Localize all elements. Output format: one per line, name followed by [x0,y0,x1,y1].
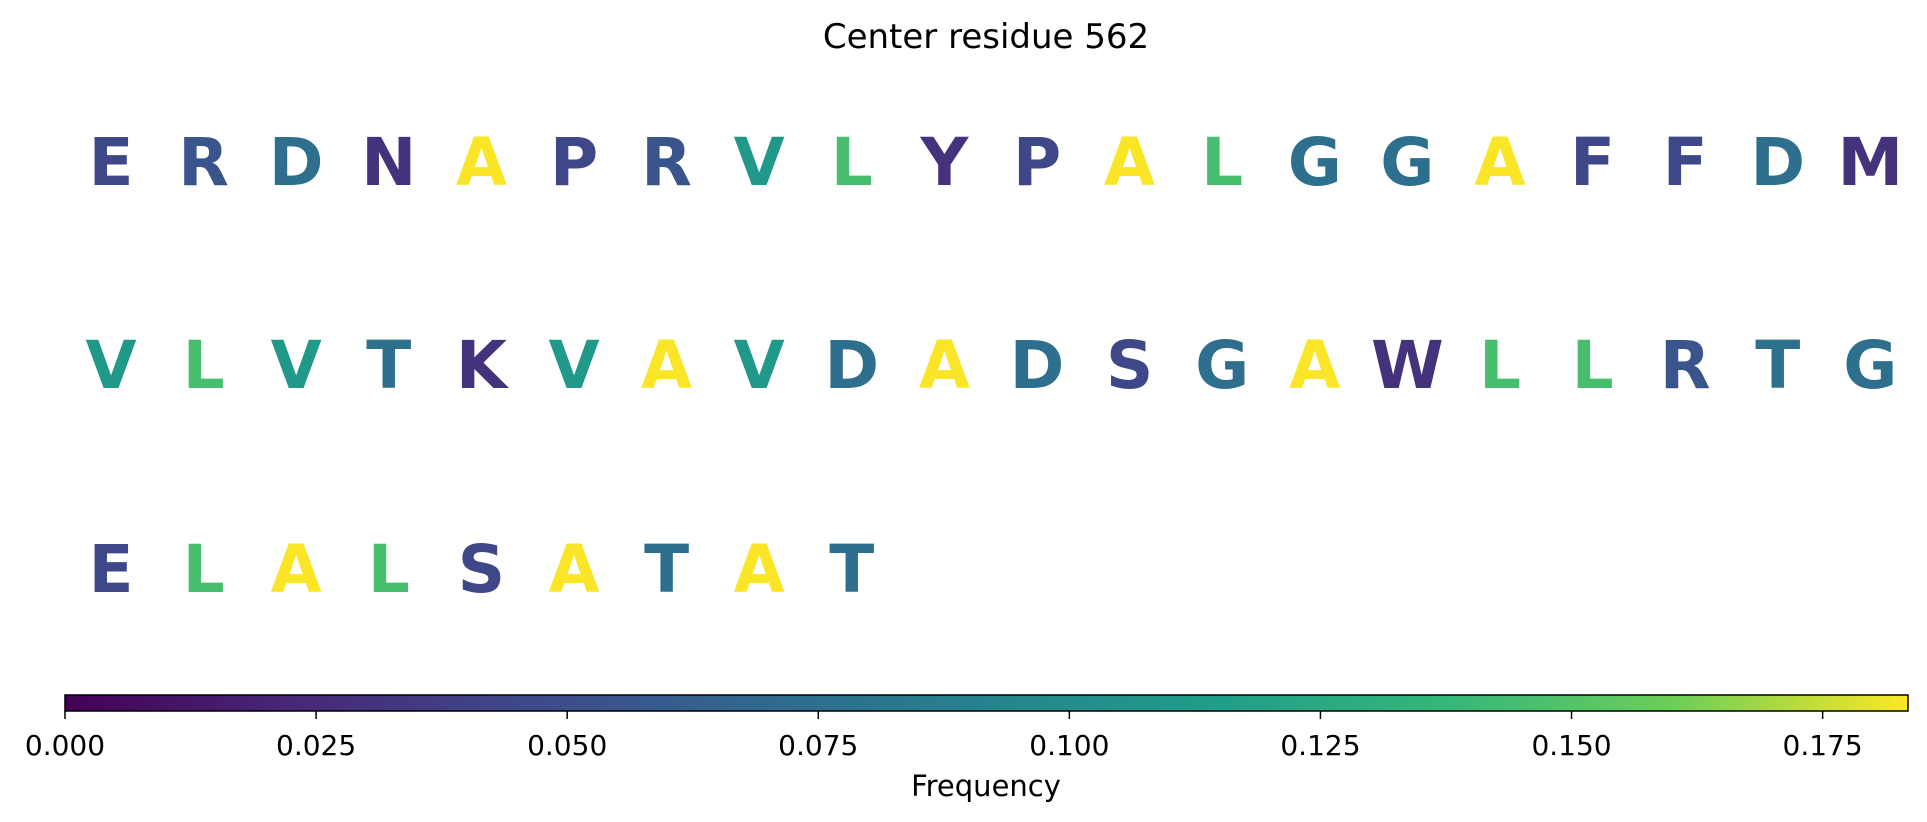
residue-letter: A [1474,124,1525,201]
residue-letter: A [548,531,599,608]
residue-letter: Y [920,124,970,201]
colorbar-label: Frequency [911,769,1061,803]
residue-letter: S [1106,327,1154,404]
residue-letter: L [183,531,225,608]
residue-letter: V [548,327,599,404]
residue-letter: V [734,327,785,404]
residue-letter: D [824,327,879,404]
residue-letter: T [644,531,689,608]
residue-letter: S [458,531,506,608]
residue-rows: E R D N A P R V L Y P A L G G A F F D MV L V T K V A V D A D S G A W L L R T G… [85,124,1903,608]
residue-letter: A [456,124,507,201]
colorbar-tick-label: 0.000 [25,729,105,762]
residue-letter: L [368,531,410,608]
residue-letter: F [1663,124,1708,201]
residue-letter: E [88,531,133,608]
residue-letter: A [1104,124,1155,201]
residue-letter: V [271,327,322,404]
residue-letter: A [1289,327,1340,404]
residue-letter: A [919,327,970,404]
residue-letter: M [1838,124,1904,201]
colorbar: 0.000 0.025 0.050 0.075 0.100 0.125 0.150 0.175… [25,694,1909,803]
colorbar-tick-label: 0.125 [1280,729,1360,762]
residue-letter: P [1013,124,1061,201]
residue-letter: A [641,327,692,404]
residue-letter: D [1010,327,1065,404]
residue-letter: G [1195,327,1249,404]
residue-letter: L [831,124,873,201]
residue-letter: A [734,531,785,608]
colorbar-tick-label: 0.100 [1029,729,1109,762]
residue-letter: W [1371,327,1444,404]
residue-letter: F [1570,124,1615,201]
residue-letter: G [1288,124,1342,201]
residue-letter: G [1843,327,1897,404]
residue-letter: R [1660,327,1711,404]
chart-title: Center residue 562 [823,17,1149,57]
colorbar-tick-label: 0.075 [778,729,858,762]
residue-letter: V [734,124,785,201]
colorbar-tick-label: 0.025 [276,729,356,762]
colorbar-tick-label: 0.175 [1783,729,1863,762]
residue-letter: R [178,124,229,201]
residue-letter: T [1755,327,1800,404]
residue-letter: A [271,531,322,608]
residue-letter: E [88,124,133,201]
residue-letter: L [183,327,225,404]
residue-letter: R [641,124,692,201]
colorbar-tick-label: 0.150 [1531,729,1611,762]
residue-letter: L [1479,327,1521,404]
residue-letter: V [85,327,136,404]
colorbar-tick-label: 0.050 [527,729,607,762]
colorbar-ticks: 0.000 0.025 0.050 0.075 0.100 0.125 0.150 0.175 [25,711,1863,762]
residue-letter: T [829,531,874,608]
residue-letter: K [456,327,510,404]
residue-letter: L [1201,124,1243,201]
residue-letter: G [1380,124,1434,201]
residue-letter: L [1572,327,1614,404]
residue-letter: D [269,124,324,201]
residue-letter: P [550,124,598,201]
colorbar-gradient [64,694,1909,712]
residue-letter: N [361,124,416,201]
residue-letter: T [366,327,411,404]
residue-letter: D [1750,124,1805,201]
